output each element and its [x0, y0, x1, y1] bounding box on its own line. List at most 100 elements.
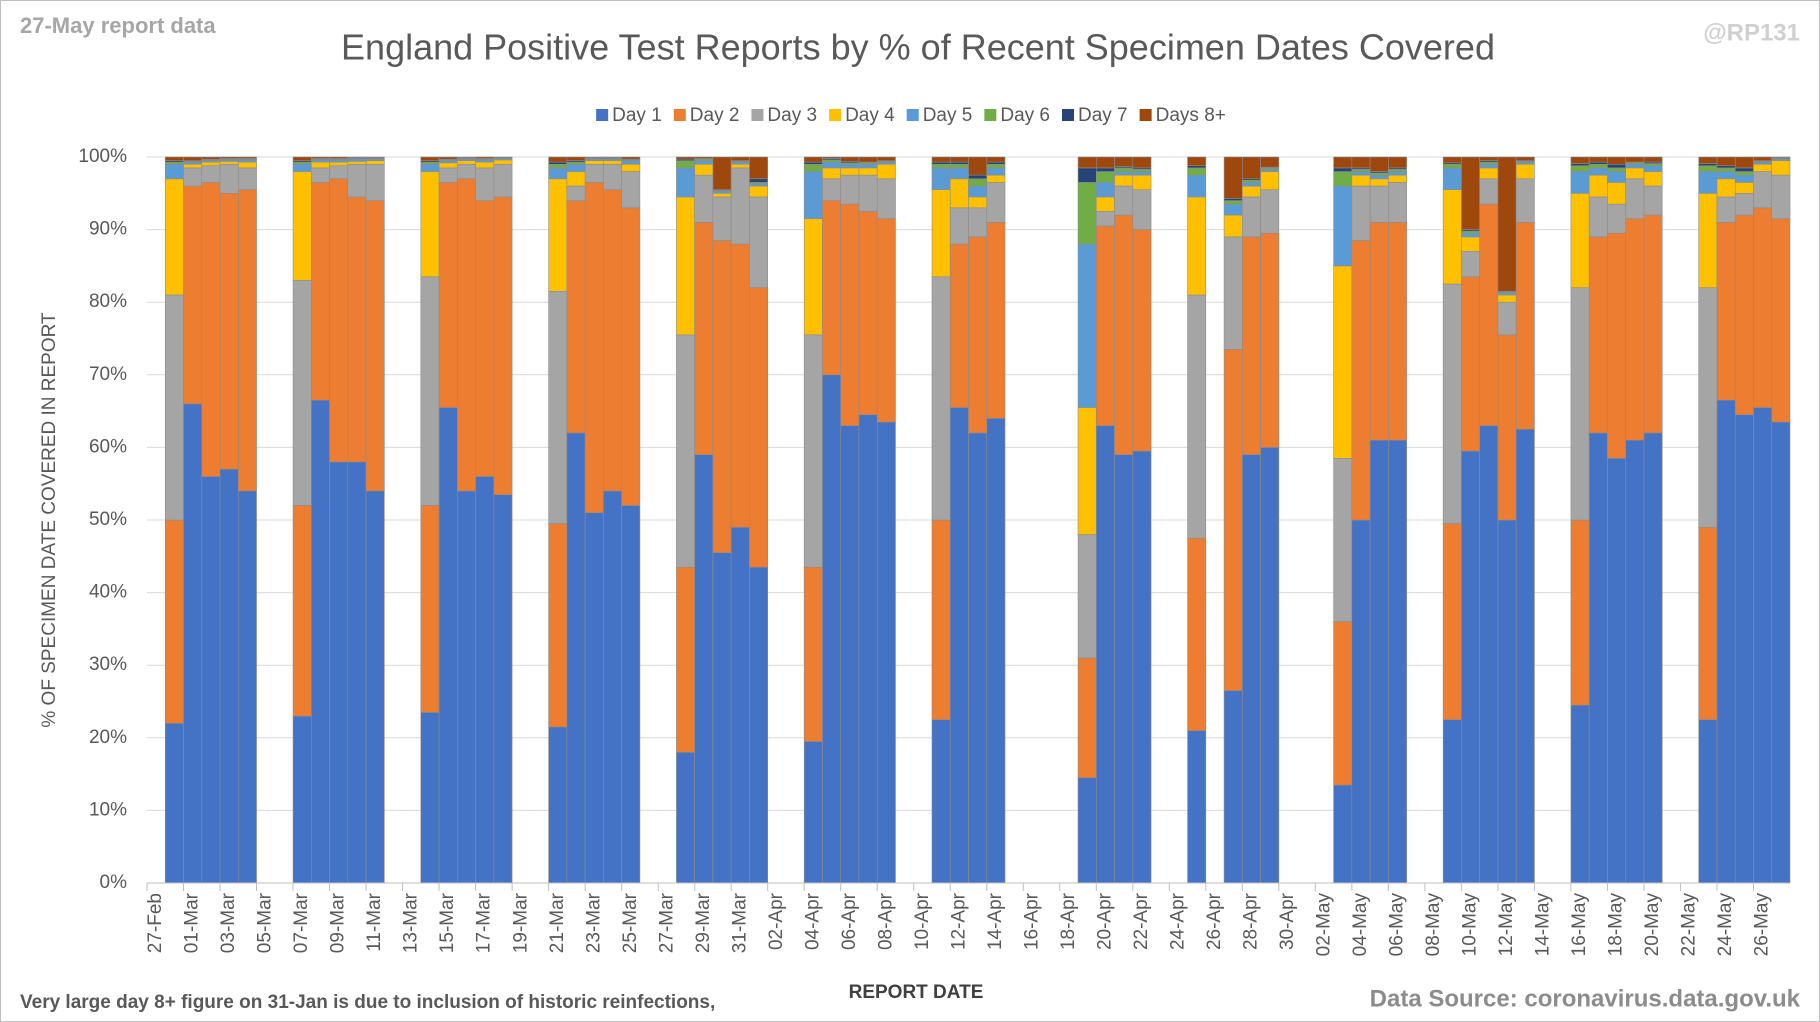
- bar-segment: [1479, 425, 1499, 884]
- x-tick-label: 04-Apr: [802, 892, 823, 950]
- bar-segment: [676, 334, 695, 568]
- bar-segment: [1479, 161, 1499, 165]
- bar-segment: [1242, 182, 1261, 187]
- bar-segment: [822, 167, 842, 180]
- bar-segment: [164, 156, 184, 161]
- bar-segment: [1643, 185, 1663, 216]
- bar-segment: [1497, 301, 1517, 336]
- y-tick-label: 100%: [78, 146, 127, 167]
- bar-segment: [840, 163, 860, 169]
- bar-segment: [676, 752, 695, 884]
- bar-segment: [438, 160, 458, 164]
- bar-segment: [1771, 218, 1791, 423]
- bar-segment: [694, 174, 714, 223]
- bar-segment: [1132, 174, 1152, 190]
- bar-segment: [420, 156, 440, 161]
- bar-segment: [438, 167, 458, 183]
- bar-segment: [1570, 287, 1590, 521]
- bar-segment: [219, 163, 239, 194]
- bar-segment: [584, 160, 604, 165]
- bar-segment: [1698, 163, 1718, 167]
- bar-segment: [1077, 167, 1097, 183]
- bar-segment: [548, 178, 568, 292]
- bar-segment: [876, 421, 896, 884]
- bar-segment: [1570, 704, 1590, 884]
- bar-segment: [1132, 189, 1152, 230]
- bar-segment: [1698, 171, 1718, 194]
- bar-segment: [1716, 171, 1736, 180]
- x-tick-label: 19-Mar: [510, 892, 531, 953]
- bar-segment: [1333, 621, 1353, 786]
- x-tick-label: 20-Apr: [1094, 892, 1115, 950]
- bar-segment: [1734, 167, 1754, 172]
- bar-segment: [1515, 222, 1535, 430]
- bar-segment: [1187, 196, 1207, 296]
- bar-segment: [676, 196, 695, 336]
- bar-segment: [1771, 156, 1791, 159]
- bar-segment: [730, 243, 750, 528]
- bar-segment: [1588, 174, 1608, 198]
- bar-segment: [1369, 156, 1389, 172]
- bar-segment: [1223, 349, 1243, 691]
- bar-segment: [1442, 523, 1462, 720]
- legend-swatch: [751, 109, 764, 121]
- x-tick-label: 18-May: [1606, 893, 1627, 957]
- legend-swatch: [829, 109, 842, 121]
- bar-segment: [1114, 185, 1134, 216]
- bar-segment: [803, 218, 823, 336]
- bar-segment: [603, 163, 622, 190]
- x-tick-label: 26-May: [1752, 893, 1773, 957]
- legend-swatch: [596, 109, 609, 121]
- bar-segment: [420, 163, 440, 172]
- bar-segment: [1369, 185, 1389, 223]
- bar-segment: [1479, 178, 1499, 205]
- bar-segment: [1716, 165, 1736, 169]
- legend-item: Day 3: [751, 105, 817, 126]
- bar-segment: [329, 159, 349, 163]
- bar-segment: [548, 161, 568, 165]
- bar-segment: [1497, 292, 1517, 296]
- bar-segment: [986, 156, 1006, 163]
- bar-segment: [749, 566, 768, 884]
- bar-segment: [329, 461, 349, 884]
- bar-segment: [1260, 447, 1280, 884]
- bar-segment: [730, 161, 750, 165]
- bar-segment: [968, 156, 988, 176]
- bar-segment: [968, 174, 988, 180]
- bar-segment: [566, 161, 586, 165]
- bar-segment: [329, 156, 349, 159]
- bar-segment: [219, 161, 239, 165]
- y-tick-label: 30%: [89, 654, 127, 675]
- legend-label: Day 4: [845, 105, 895, 126]
- bar-segment: [949, 156, 969, 163]
- bar-segment: [949, 407, 969, 884]
- bar-segment: [566, 171, 586, 187]
- bar-segment: [1588, 163, 1608, 169]
- bar-segment: [1607, 182, 1627, 205]
- bar-segment: [420, 276, 440, 506]
- x-tick-label: 31-Mar: [729, 892, 750, 953]
- legend-item: Day 4: [829, 105, 895, 126]
- bar-segment: [1369, 439, 1389, 884]
- bar-segment: [1187, 167, 1207, 176]
- x-tick-label: 15-Mar: [437, 892, 458, 953]
- y-tick-label: 60%: [89, 436, 127, 457]
- bar-segment: [730, 163, 750, 169]
- bar-segment: [292, 156, 312, 161]
- bar-segment: [1223, 200, 1243, 205]
- bar-segment: [475, 200, 495, 477]
- bar-segment: [1570, 163, 1590, 167]
- bar-segment: [931, 276, 951, 521]
- bar-segment: [183, 163, 203, 169]
- bar-segment: [365, 163, 385, 201]
- legend-item: Day 5: [906, 105, 972, 126]
- bar-segment: [1479, 163, 1499, 169]
- bar-segment: [1187, 165, 1207, 169]
- bar-segment: [1223, 156, 1243, 199]
- bar-segment: [1095, 425, 1115, 884]
- legend-label: Day 2: [690, 105, 740, 126]
- bar-segment: [1095, 156, 1115, 169]
- bar-segment: [803, 171, 823, 220]
- bar-segment: [201, 476, 221, 884]
